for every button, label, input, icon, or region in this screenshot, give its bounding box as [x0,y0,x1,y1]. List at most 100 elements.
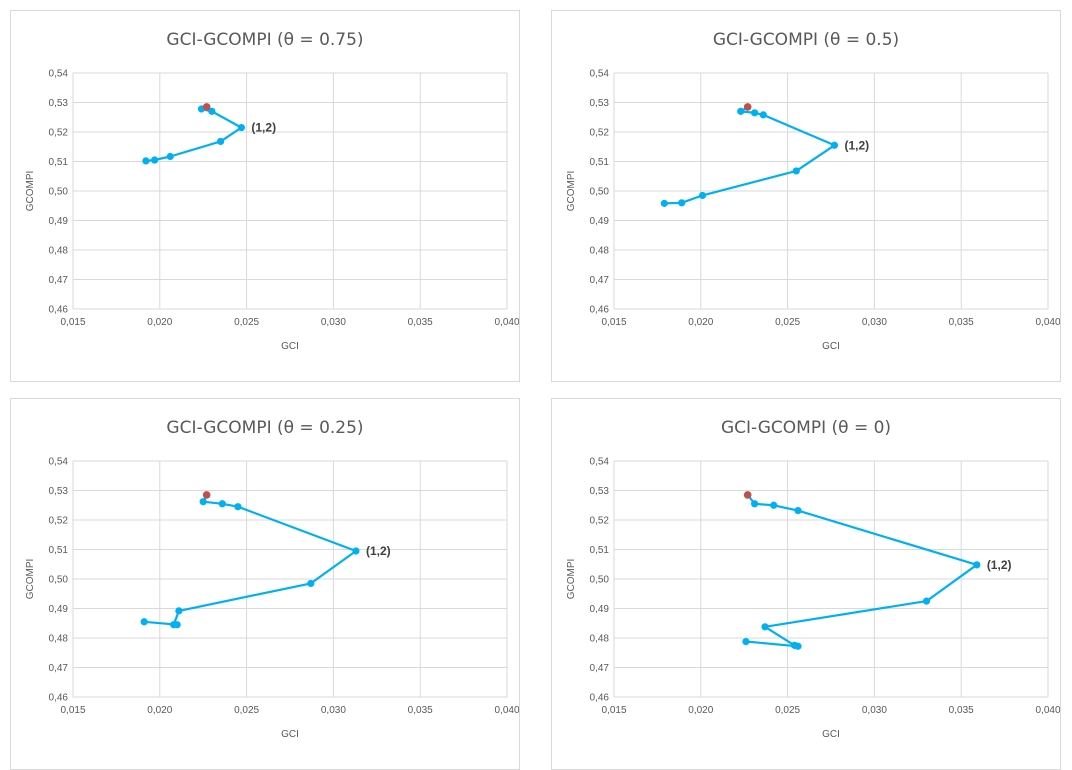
x-tick-label: 0,030 [321,317,346,328]
x-tick-label: 0,035 [408,317,433,328]
data-point [166,152,174,161]
y-tick-label: 0,54 [590,69,610,80]
data-point [660,199,668,207]
y-axis-label: GCOMPI [566,559,577,600]
y-tick-label: 0,47 [590,663,610,674]
y-tick-label: 0,53 [590,98,610,109]
chart-svg: GCI-GCOMPI (θ = 0.75) 0,46 0,47 0,48 0,49 0,5… [25,30,519,352]
y-tick-label: 0,46 [590,305,610,316]
x-tick-label: 0,020 [147,317,172,328]
y-tick-label: 0,48 [590,246,610,257]
series-line [664,105,836,205]
y-tick-label: 0,50 [590,575,610,586]
x-tick-label: 0,025 [775,705,800,716]
data-point [794,506,802,515]
y-tick-label: 0,51 [590,157,610,168]
data-point [698,191,707,200]
data-point [208,107,216,115]
y-tick-label: 0,51 [590,545,610,556]
chart-svg: GCI-GCOMPI (θ = 0.5) 0,46 0,47 0,48 0,49 0,50… [566,30,1060,352]
chart-svg: GCI-GCOMPI (θ = 0) 0,46 0,47 0,48 0,49 0,50 0,… [566,418,1060,740]
data-point [761,623,769,631]
y-tick-label: 0,50 [49,187,69,198]
point-annotation: (1,2) [251,121,276,135]
data-point [150,156,159,164]
y-tick-label: 0,54 [49,457,69,468]
x-axis-label: GCI [822,729,840,740]
chart-title: GCI-GCOMPI (θ = 0.5) [713,30,899,50]
y-tick-label: 0,52 [590,128,610,139]
y-tick-label: 0,46 [590,693,610,704]
data-point [794,642,802,650]
data-point [678,199,686,207]
y-tick-label: 0,52 [49,516,69,527]
x-tick-label: 0,015 [601,705,626,716]
x-tick-label: 0,035 [408,705,433,716]
y-tick-label: 0,50 [590,187,610,198]
y-tick-label: 0,48 [49,246,69,257]
y-tick-label: 0,54 [49,69,69,80]
x-axis-label: GCI [281,341,299,352]
y-tick-label: 0,52 [590,516,610,527]
x-tick-label: 0,040 [494,317,519,328]
y-tick-label: 0,48 [590,634,610,645]
highlight-point [743,491,752,499]
data-point [175,607,183,615]
chart-panel-theta-025: GCI-GCOMPI (θ = 0.25) 0,46 0,47 0,48 0,49 0,5… [10,398,520,770]
x-tick-label: 0,040 [1035,317,1060,328]
x-tick-label: 0,020 [147,705,172,716]
y-tick-label: 0,47 [49,663,69,674]
point-annotation: (1,2) [366,544,391,558]
x-tick-label: 0,030 [862,317,887,328]
x-tick-label: 0,020 [688,705,713,716]
chart-title: GCI-GCOMPI (θ = 0.25) [166,418,363,438]
data-point [307,579,315,588]
y-tick-label: 0,47 [590,275,610,286]
data-point [173,621,181,629]
y-axis-label: GCOMPI [566,171,577,212]
x-tick-label: 0,035 [949,317,974,328]
y-axis-label: GCOMPI [25,171,36,212]
chart-panel-theta-075: GCI-GCOMPI (θ = 0.75) 0,46 0,47 0,48 0,49 0,5… [10,10,520,382]
data-point [742,637,750,646]
x-tick-label: 0,040 [494,705,519,716]
data-point [237,123,245,132]
data-point [234,503,242,511]
y-tick-label: 0,53 [49,98,69,109]
x-tick-label: 0,015 [60,705,85,716]
data-point [218,500,226,508]
data-point [751,109,759,117]
point-annotation: (1,2) [987,558,1012,572]
x-tick-label: 0,025 [234,317,259,328]
data-point [199,498,207,506]
y-tick-label: 0,47 [49,275,69,286]
chart-svg: GCI-GCOMPI (θ = 0.25) 0,46 0,47 0,48 0,49 0,5… [25,418,519,740]
y-tick-label: 0,46 [49,693,69,704]
data-point [830,141,839,149]
data-point [792,167,800,175]
y-tick-label: 0,51 [49,157,69,168]
y-tick-label: 0,51 [49,545,69,556]
series-line [745,494,978,648]
x-tick-label: 0,015 [60,317,85,328]
chart-title: GCI-GCOMPI (θ = 0) [721,418,891,438]
data-point [973,561,981,569]
x-tick-label: 0,025 [775,317,800,328]
data-point [142,157,150,165]
data-point [922,597,931,605]
data-point [770,501,778,509]
x-tick-label: 0,015 [601,317,626,328]
data-point [216,137,225,146]
y-tick-label: 0,49 [49,604,69,615]
point-annotation: (1,2) [844,138,869,152]
chart-title: GCI-GCOMPI (θ = 0.75) [166,30,363,50]
series-line [144,494,358,626]
y-tick-label: 0,49 [49,216,69,227]
y-tick-label: 0,46 [49,305,69,316]
data-point [352,547,360,555]
y-tick-label: 0,48 [49,634,69,645]
x-axis-label: GCI [281,729,299,740]
chart-panel-theta-0: GCI-GCOMPI (θ = 0) 0,46 0,47 0,48 0,49 0,50 0,… [551,398,1061,770]
data-point [751,500,759,508]
x-tick-label: 0,025 [234,705,259,716]
